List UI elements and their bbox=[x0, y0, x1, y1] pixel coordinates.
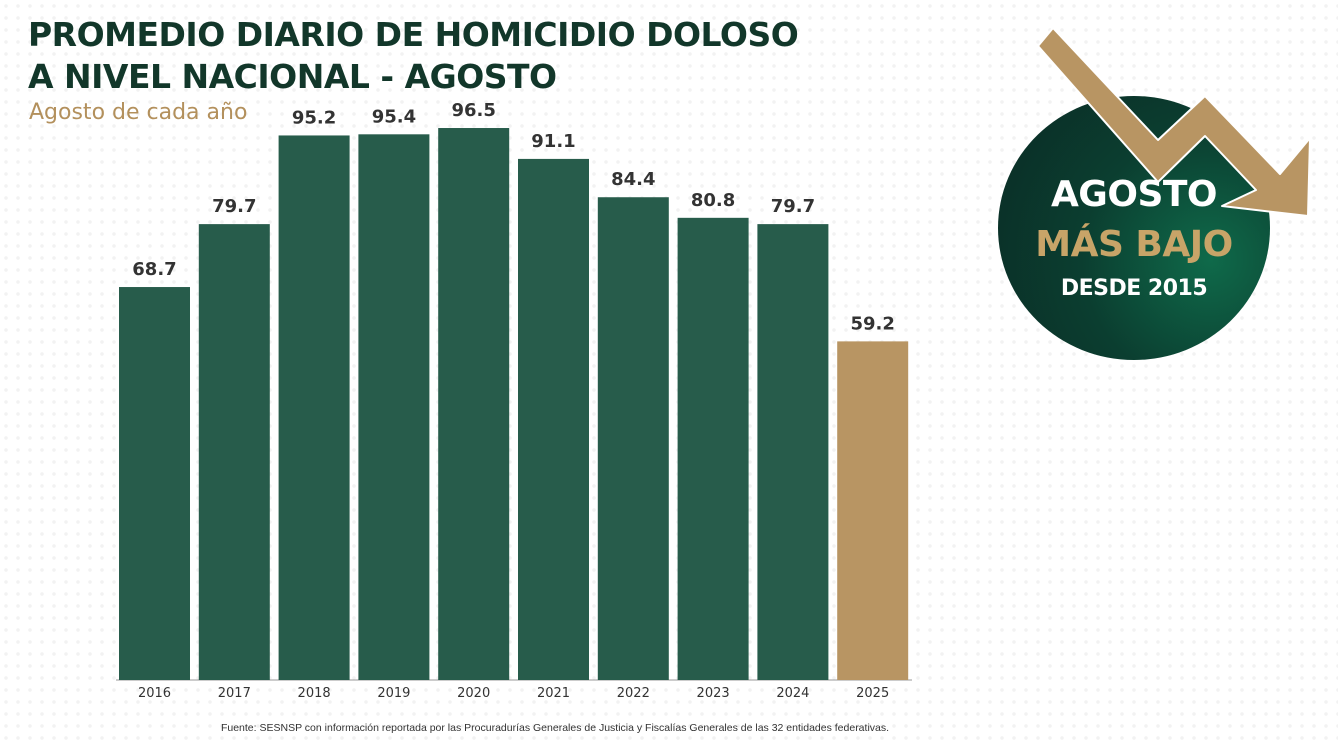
x-tick-label-2020: 2020 bbox=[457, 686, 490, 701]
bar-2022 bbox=[597, 197, 669, 680]
x-tick-label-2025: 2025 bbox=[856, 686, 889, 701]
data-label-2021: 91.1 bbox=[531, 131, 575, 152]
data-label-2016: 68.7 bbox=[132, 259, 176, 280]
x-tick-label-2018: 2018 bbox=[298, 686, 331, 701]
down-trend-arrow-icon bbox=[1037, 27, 1311, 217]
chart-title: PROMEDIO DIARIO DE HOMICIDIO DOLOSO A NI… bbox=[28, 14, 799, 98]
bar-2021 bbox=[518, 158, 589, 680]
bar-2025 bbox=[837, 341, 909, 680]
data-label-2018: 95.2 bbox=[292, 107, 336, 128]
x-tick-label-2019: 2019 bbox=[377, 686, 410, 701]
data-label-2025: 59.2 bbox=[850, 313, 894, 334]
bar-2020 bbox=[438, 128, 510, 680]
data-label-2022: 84.4 bbox=[611, 169, 655, 190]
badge-line-1: AGOSTO bbox=[1050, 174, 1218, 215]
bar-2019 bbox=[358, 134, 430, 680]
title-line-1: PROMEDIO DIARIO DE HOMICIDIO DOLOSO bbox=[28, 15, 799, 54]
x-tick-label-2024: 2024 bbox=[776, 686, 809, 701]
bar-2016 bbox=[119, 287, 190, 680]
title-line-2: A NIVEL NACIONAL - AGOSTO bbox=[28, 57, 557, 96]
data-label-2024: 79.7 bbox=[771, 196, 815, 217]
source-note: Fuente: SESNSP con información reportada… bbox=[220, 722, 890, 734]
data-label-2017: 79.7 bbox=[212, 196, 256, 217]
x-tick-label-2021: 2021 bbox=[537, 686, 570, 701]
chart-subtitle: Agosto de cada año bbox=[29, 100, 248, 125]
bar-2024 bbox=[757, 224, 829, 680]
x-tick-label-2017: 2017 bbox=[218, 686, 251, 701]
badge-line-2: MÁS BAJO bbox=[1035, 224, 1233, 265]
data-label-2020: 96.5 bbox=[451, 100, 495, 121]
data-label-2023: 80.8 bbox=[691, 190, 735, 211]
bar-2018 bbox=[278, 135, 350, 680]
x-tick-label-2022: 2022 bbox=[617, 686, 650, 701]
bar-2023 bbox=[677, 217, 749, 680]
badge-line-3: DESDE 2015 bbox=[1060, 276, 1208, 301]
bar-2017 bbox=[198, 224, 270, 680]
bars-group: 68.7 2016 79.7 2017 95.2 2018 95.4 2019 96.5 2020… bbox=[119, 100, 909, 701]
x-tick-label-2016: 2016 bbox=[138, 686, 171, 701]
data-label-2019: 95.4 bbox=[372, 106, 416, 127]
x-tick-label-2023: 2023 bbox=[697, 686, 730, 701]
